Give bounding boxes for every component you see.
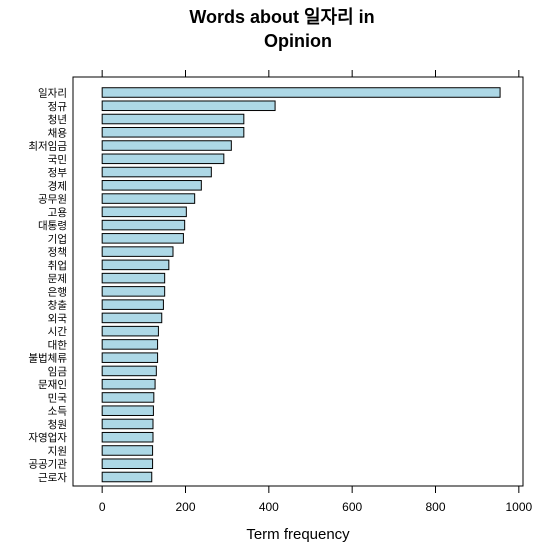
bar	[101, 140, 232, 151]
x-axis-label: Term frequency	[246, 526, 350, 543]
category-label: 외국	[48, 313, 68, 325]
category-label: 대통령	[38, 220, 67, 232]
category-label: 청년	[48, 114, 67, 126]
bar	[101, 365, 157, 377]
category-label: 소득	[48, 406, 68, 418]
chart-title-line-1: Words about 일자리 in	[189, 7, 374, 27]
bar	[101, 180, 202, 191]
bar	[101, 431, 154, 443]
bar	[101, 325, 159, 337]
bar	[101, 246, 174, 257]
category-label: 지원	[48, 445, 67, 457]
bar	[101, 458, 154, 470]
bar	[101, 166, 212, 178]
x-tick-label: 600	[342, 500, 362, 514]
category-label: 대한	[48, 339, 68, 351]
bars-group	[101, 87, 501, 483]
bar	[101, 299, 164, 310]
x-tick-label: 0	[99, 500, 106, 514]
bar	[101, 259, 170, 271]
bar	[101, 418, 154, 430]
bar	[101, 87, 501, 98]
category-label: 공공기관	[28, 459, 67, 471]
x-tick-label: 1000	[505, 500, 532, 514]
category-label: 임금	[48, 365, 68, 378]
category-label: 근로자	[38, 472, 67, 484]
bar	[101, 405, 154, 416]
bar	[101, 445, 154, 456]
plot-frame	[72, 76, 524, 487]
x-tick-label: 400	[259, 500, 279, 514]
bar	[101, 471, 153, 483]
bar	[101, 206, 187, 218]
category-label: 최저임금	[28, 140, 67, 153]
bar	[101, 352, 159, 363]
category-label: 문재인	[38, 379, 67, 391]
category-label: 취업	[48, 259, 67, 272]
bar	[101, 233, 184, 244]
x-axis-ticks: 0 200 400 600 800 1000	[99, 70, 533, 514]
bar	[101, 312, 163, 324]
category-label: 고용	[48, 207, 68, 219]
category-label: 불법체류	[28, 353, 67, 365]
bar	[101, 286, 166, 297]
bar	[101, 100, 276, 112]
category-labels: 일자리정규청년채용최저임금국민정부경제공무원고용대통령기업정책취업문제은행창출외…	[28, 87, 67, 485]
bar	[101, 378, 156, 390]
category-label: 정책	[48, 247, 67, 259]
bar	[101, 193, 196, 204]
chart-title-line-2: Opinion	[264, 31, 332, 51]
bar	[101, 339, 159, 350]
category-label: 자영업자	[28, 431, 67, 444]
category-label: 은행	[48, 286, 67, 298]
category-label: 국민	[48, 154, 67, 166]
category-label: 창출	[48, 300, 68, 312]
x-tick-label: 200	[175, 500, 195, 514]
category-label: 시간	[48, 326, 68, 338]
bar	[101, 392, 155, 403]
category-label: 기업	[48, 232, 67, 245]
category-label: 채용	[48, 127, 68, 139]
x-tick-label: 800	[425, 500, 445, 514]
category-label: 문제	[48, 273, 67, 285]
bar	[101, 219, 186, 231]
category-label: 정규	[48, 101, 68, 113]
bar	[101, 113, 245, 125]
bar	[101, 272, 166, 284]
category-label: 경제	[48, 179, 67, 192]
category-label: 정부	[48, 167, 68, 179]
category-label: 청원	[48, 419, 67, 431]
category-label: 일자리	[38, 87, 67, 100]
bar	[101, 153, 225, 165]
bar	[101, 127, 245, 138]
category-label: 민국	[48, 392, 68, 404]
category-label: 공무원	[38, 194, 67, 206]
